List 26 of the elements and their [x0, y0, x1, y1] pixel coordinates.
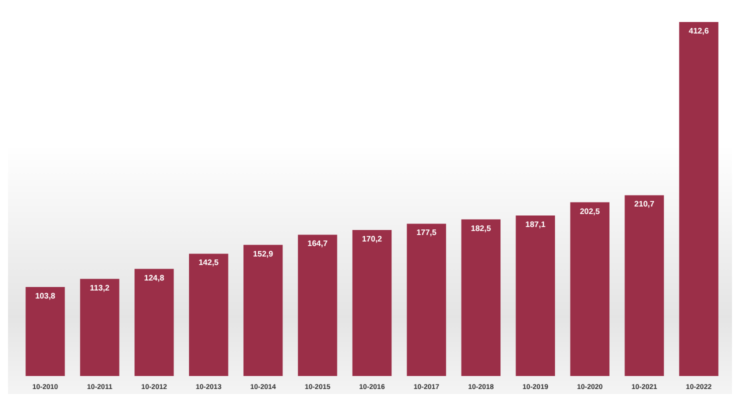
data-label: 124,8	[144, 273, 165, 282]
data-label: 113,2	[90, 283, 110, 292]
data-label: 210,7	[634, 200, 655, 209]
bar	[352, 230, 392, 376]
bar	[80, 278, 120, 376]
data-label: 187,1	[525, 220, 546, 229]
bar	[298, 234, 338, 376]
data-label: 202,5	[580, 206, 600, 216]
bar	[624, 195, 664, 376]
data-label: 152,9	[253, 249, 274, 258]
data-label: 170,2	[362, 234, 383, 244]
bar	[189, 254, 228, 376]
data-label: 412,6	[688, 26, 710, 36]
data-label: 142,5	[198, 258, 220, 268]
data-label: 177,5	[416, 228, 438, 238]
bar	[679, 22, 718, 376]
data-label: 182,5	[470, 224, 492, 233]
bar	[243, 244, 283, 376]
bar	[134, 268, 174, 376]
bar	[461, 219, 501, 376]
data-label: 103,8	[35, 291, 56, 300]
bar	[516, 215, 555, 376]
bar	[570, 202, 610, 376]
data-label: 164,7	[308, 239, 328, 248]
bar	[26, 286, 65, 376]
bar	[406, 224, 446, 376]
